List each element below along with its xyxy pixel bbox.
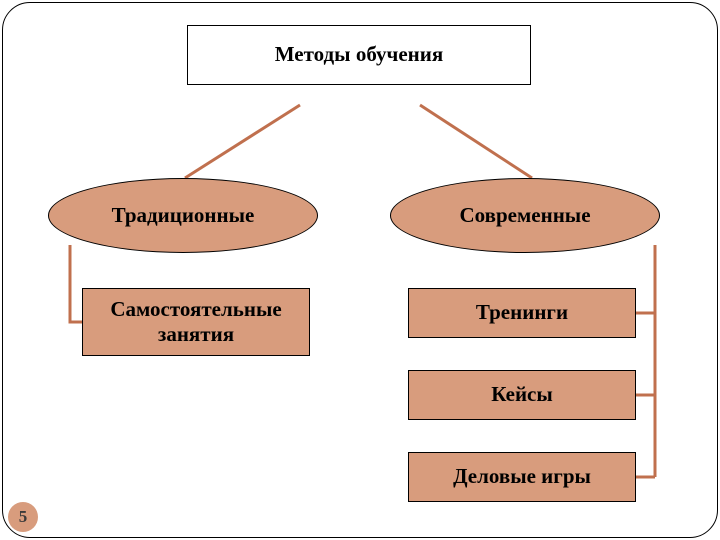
branch-traditional-label: Традиционные — [112, 203, 255, 228]
root-node: Методы обучения — [187, 25, 531, 85]
page-number-value: 5 — [19, 507, 28, 527]
branch-modern-label: Современные — [459, 203, 590, 228]
leaf-business-games: Деловые игры — [408, 452, 636, 502]
leaf-self-study: Самостоятельные занятия — [82, 288, 310, 356]
leaf-trainings: Тренинги — [408, 288, 636, 338]
leaf-cases: Кейсы — [408, 370, 636, 420]
leaf-cases-label: Кейсы — [491, 382, 553, 407]
leaf-self-study-label: Самостоятельные занятия — [110, 297, 281, 347]
leaf-business-games-label: Деловые игры — [453, 464, 591, 489]
page-number: 5 — [8, 502, 38, 532]
root-label: Методы обучения — [275, 42, 444, 67]
branch-modern: Современные — [390, 178, 660, 253]
branch-traditional: Традиционные — [48, 178, 318, 253]
leaf-trainings-label: Тренинги — [476, 300, 568, 325]
